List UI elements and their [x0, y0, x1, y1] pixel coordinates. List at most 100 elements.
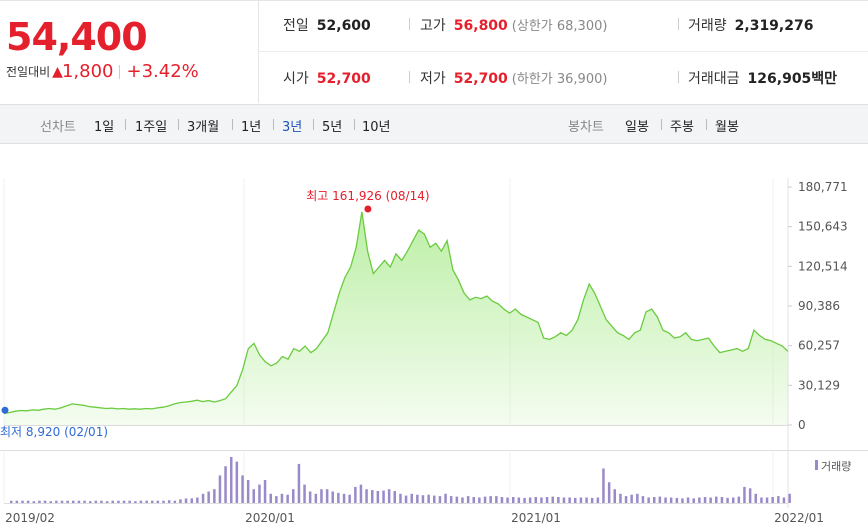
volume-bar [455, 496, 459, 503]
volume-bar [235, 461, 239, 503]
volume-bar [263, 480, 267, 503]
volume-bar [585, 497, 588, 503]
volume-bar [43, 500, 47, 503]
change-label: 전일대비 [6, 65, 51, 79]
volume-bar [151, 500, 154, 503]
volume-bar [297, 463, 301, 503]
divider [678, 71, 679, 83]
volume-bar [698, 497, 701, 503]
volume-bar [478, 497, 481, 503]
y-tick-label: 150,643 [798, 220, 848, 234]
volume-bar [77, 500, 81, 503]
volume-bar [449, 496, 453, 503]
divider [661, 119, 662, 130]
volume-bar [495, 496, 498, 503]
volume-bar [167, 500, 171, 503]
volume: 거래량 2,319,276 [688, 18, 814, 34]
period-1w-button[interactable]: 1주일 [135, 120, 168, 135]
volume-bar [641, 496, 645, 503]
candle-monthly-button[interactable]: 월봉 [715, 120, 739, 135]
volume-bar [26, 500, 30, 503]
volume-bar [500, 497, 504, 503]
volume-bar [404, 495, 408, 503]
volume-bar [286, 494, 289, 503]
volume-bar [523, 497, 526, 503]
y-tick-label: 180,771 [798, 180, 848, 194]
volume-bar [619, 493, 622, 503]
volume-bar [590, 497, 594, 503]
candle-daily-button[interactable]: 일봉 [625, 120, 649, 135]
divider [259, 51, 868, 52]
period-3m-button[interactable]: 3개월 [187, 120, 220, 135]
volume-bar [568, 497, 571, 503]
volume-bar [382, 490, 385, 503]
prev-close: 전일 52,600 [283, 18, 371, 34]
volume-bar [269, 493, 272, 503]
volume-bar [715, 496, 718, 503]
volume-bar [331, 491, 334, 503]
volume-bar [732, 497, 735, 503]
change-percent: +3.42% [126, 61, 199, 82]
max-point-marker [364, 205, 372, 213]
min-annotation: 최저 8,920 (02/01) [0, 425, 108, 439]
volume-bar [49, 501, 52, 503]
divider [232, 119, 233, 130]
volume-bar [359, 484, 363, 503]
volume-bar [60, 500, 64, 503]
volume-bar [613, 489, 616, 503]
volume-bar [83, 500, 86, 503]
candle-weekly-button[interactable]: 주봉 [670, 120, 694, 135]
volume-bar [122, 500, 126, 503]
chart-toolbar: 선차트 1일 1주일 3개월 1년 3년 5년 10년 봉차트 일봉 주봉 월봉 [0, 104, 868, 144]
period-3y-button[interactable]: 3년 [282, 120, 303, 135]
volume-bar [720, 497, 724, 503]
volume-bar [196, 497, 199, 503]
volume-bar [190, 498, 193, 503]
quote-panel: 54,400 전일대비 ▲1,800 +3.42% 전일 52,600 고가 56,80… [0, 0, 868, 103]
volume-bar [675, 497, 679, 503]
volume-bar [117, 500, 120, 503]
volume-bar [433, 495, 436, 503]
up-arrow-icon: ▲ [52, 63, 63, 80]
volume-bar [94, 500, 98, 503]
volume-bar [444, 493, 447, 503]
volume-bar [664, 497, 667, 503]
volume-bar [258, 484, 261, 503]
volume-bar [489, 496, 492, 503]
period-5y-button[interactable]: 5년 [322, 120, 343, 135]
min-point-marker [1, 406, 9, 414]
volume-bar [427, 494, 430, 503]
volume-bar [387, 489, 391, 503]
volume-bar [66, 500, 69, 503]
volume-bar [777, 496, 780, 503]
volume-bar [737, 496, 741, 503]
divider [313, 119, 314, 130]
period-10y-button[interactable]: 10년 [362, 120, 391, 135]
volume-bar [551, 496, 554, 503]
period-1d-button[interactable]: 1일 [94, 120, 115, 135]
volume-bar [207, 491, 210, 503]
volume-bar [15, 500, 19, 503]
volume-bar [709, 497, 712, 503]
volume-bar [308, 491, 312, 503]
volume-bar [224, 466, 227, 503]
x-tick-label: 2021/01 [511, 511, 561, 525]
day-low: 저가 52,700 (하한가 36,900) [420, 71, 608, 87]
line-chart-label: 선차트 [40, 120, 76, 135]
volume-bar [252, 489, 255, 503]
divider [409, 18, 410, 30]
period-1y-button[interactable]: 1년 [241, 120, 262, 135]
volume-bar [410, 493, 413, 503]
volume-bar [647, 497, 650, 503]
volume-bar [483, 496, 487, 503]
y-tick-label: 120,514 [798, 259, 848, 273]
volume-bar [624, 496, 628, 503]
volume-bar [128, 500, 131, 503]
divider [706, 119, 707, 130]
volume-bar [534, 497, 537, 503]
price-area-fill [4, 211, 788, 425]
volume-bar [557, 497, 560, 503]
volume-bar [156, 500, 160, 503]
volume-bar [506, 497, 509, 503]
